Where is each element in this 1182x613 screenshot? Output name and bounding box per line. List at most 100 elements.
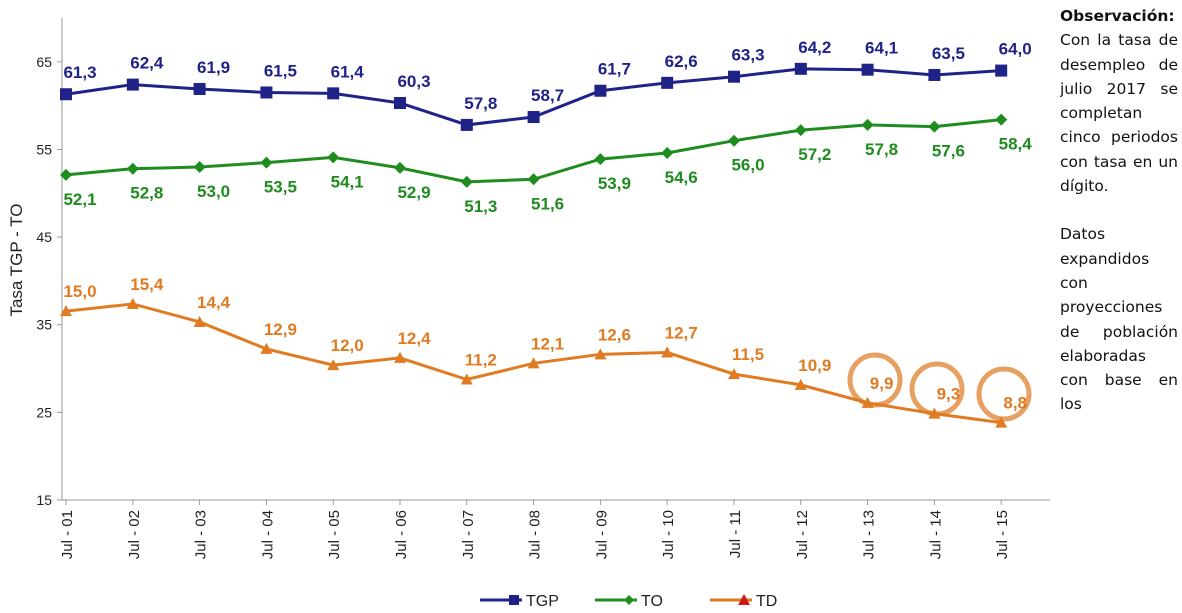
legend-label: TO [641,593,663,610]
data-label: 60,3 [397,72,430,91]
point-marker [661,346,674,358]
data-label: 14,4 [197,293,231,312]
data-label: 62,4 [130,54,164,73]
data-label: 64,1 [865,39,898,58]
x-tick-label: Jul - 09 [593,510,610,559]
series-line [65,118,1002,184]
x-tick-label: Jul - 07 [460,510,477,559]
point-marker [527,111,540,124]
point-marker [594,348,607,360]
point-marker [661,76,674,89]
point-marker [995,416,1008,428]
x-tick-label: Jul - 10 [660,510,677,559]
data-label: 12,1 [531,334,564,353]
data-label: 61,3 [63,63,96,82]
data-label: 52,1 [63,190,96,209]
data-label: 12,4 [397,329,431,348]
point-marker [728,70,740,83]
data-label: 52,8 [130,184,163,203]
point-marker [394,161,406,174]
data-label: 57,6 [932,142,965,161]
point-marker [460,118,473,131]
data-label: 64,2 [798,38,831,57]
data-label: 12,7 [665,324,698,343]
data-label: 56,0 [731,156,764,175]
legend-marker [509,595,519,605]
chart: Tasa TGP - TO 15 25 35 45 55 65 Jul - 01 Jul - … [7,18,1050,610]
point-marker [193,82,206,95]
legend-marker [624,595,634,605]
point-marker [126,78,139,91]
x-tick-label: Jul - 03 [193,510,210,559]
y-tick-label: 35 [36,317,52,333]
data-label: 61,4 [331,62,365,81]
point-marker [260,86,273,99]
x-tick-label: Jul - 15 [994,510,1011,559]
y-axis-label: Tasa TGP - TO [7,203,26,316]
data-label: 11,2 [465,351,497,370]
data-label: 51,6 [531,194,564,213]
data-label: 10,9 [798,356,831,375]
x-tick-label: Jul - 11 [727,510,744,558]
data-label: 51,3 [464,197,497,216]
point-marker [728,134,740,147]
point-marker [928,120,941,133]
point-marker [794,378,807,390]
highlight-circle [976,366,1032,422]
point-marker [794,62,807,75]
point-marker [995,113,1008,126]
point-marker [661,146,674,159]
point-marker [60,168,72,181]
note-paragraph: Observación: Con la tasa de desempleo de… [1060,4,1178,198]
point-marker [327,151,340,164]
point-marker [193,160,206,173]
x-tick-label: Jul - 14 [927,510,944,559]
data-label: 54,6 [665,168,698,187]
point-marker [928,407,941,419]
data-label: 57,8 [464,94,497,113]
data-label: 12,9 [264,320,297,339]
y-tick-label: 45 [36,229,52,245]
data-label: 63,3 [731,46,764,65]
data-label: 15,0 [63,282,96,301]
data-label: 9,9 [870,374,894,393]
point-marker [527,173,540,186]
note-title: Observación: [1060,7,1175,25]
point-marker [126,162,139,175]
legend-marker [738,594,750,605]
point-marker [794,124,807,137]
data-label: 12,6 [598,325,631,344]
x-tick-label: Jul - 01 [59,510,76,559]
point-marker [260,156,273,169]
data-label: 61,7 [598,60,631,79]
point-marker [394,97,406,110]
data-label: 53,9 [598,174,631,193]
y-tick-label: 15 [36,492,52,508]
point-marker [126,297,139,309]
x-tick-label: Jul - 13 [861,510,878,559]
point-marker [60,88,72,101]
point-marker [460,373,473,385]
data-label: 52,9 [397,183,430,202]
x-tick-label: Jul - 08 [527,510,544,559]
legend-label: TGP [526,593,559,610]
legend-label: TD [756,593,777,610]
x-tick-label: Jul - 06 [393,510,410,559]
data-label: 57,8 [865,140,898,159]
data-label: 64,0 [999,40,1032,59]
y-tick-label: 55 [36,141,52,157]
data-label: 61,9 [197,58,230,77]
point-marker [260,342,273,354]
x-tick-label: Jul - 05 [326,510,343,559]
x-tick-label: Jul - 12 [794,510,811,559]
point-marker [861,396,874,408]
data-label: 11,5 [732,345,764,364]
legend-item: TO [595,593,663,610]
point-marker [460,175,473,188]
data-label: 8,8 [1003,394,1027,413]
point-marker [861,118,874,131]
legend-item: TD [710,593,777,610]
point-marker [193,315,206,327]
point-marker [861,63,874,76]
